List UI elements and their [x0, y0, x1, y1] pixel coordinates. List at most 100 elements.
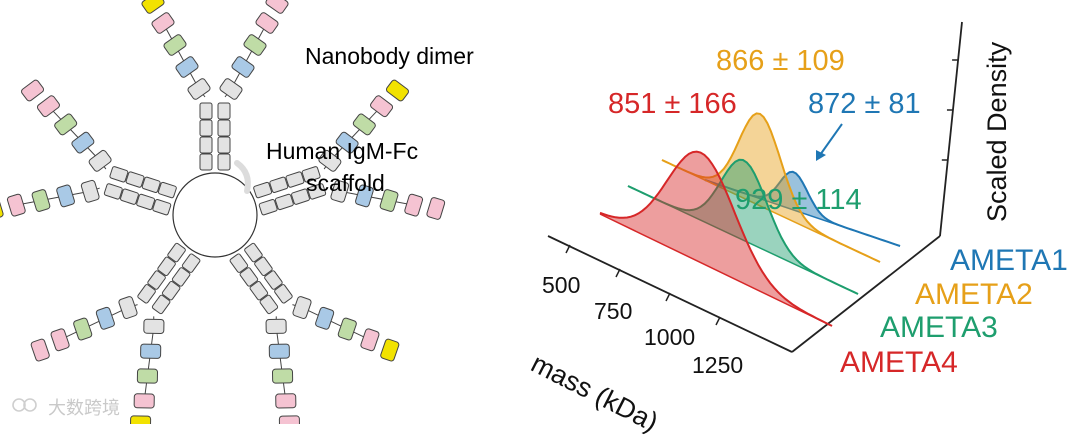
fc-domain — [181, 253, 201, 273]
scaffold-ring — [172, 172, 258, 258]
nanobody-domain — [370, 95, 394, 118]
nanobody-domain — [335, 131, 359, 154]
baseline — [599, 213, 833, 327]
x-tick — [565, 244, 571, 254]
hinge-domain — [219, 78, 243, 100]
nanobody-domain — [56, 184, 75, 208]
nanobody-tip — [30, 338, 50, 362]
fc-domain — [199, 102, 213, 120]
fc-domain — [167, 242, 186, 263]
nanobody-branch — [129, 316, 165, 424]
x-tick-1000: 1000 — [644, 324, 696, 350]
watermark-text: 大数跨境 — [48, 398, 120, 418]
fc-domain — [141, 176, 161, 193]
nanobody-domain — [133, 393, 155, 409]
arrow-shaft — [819, 123, 843, 156]
series-label-ameta2: AMETA2 — [915, 278, 1033, 311]
nanobody-domain — [50, 328, 70, 352]
fc-domain — [157, 256, 176, 277]
nanobody-domain — [71, 131, 95, 154]
depth-axis-line — [791, 235, 941, 353]
fc-domain — [136, 193, 156, 211]
fc-domain — [269, 176, 289, 193]
fc-domain — [171, 267, 191, 287]
fc-domain — [274, 193, 294, 211]
fc-domain — [217, 102, 231, 120]
nanobody-domain — [243, 34, 267, 56]
ameta1-arrow — [816, 123, 843, 161]
hinge-domain — [143, 318, 165, 334]
nanobody-domain — [379, 189, 399, 212]
series-label-ameta3: AMETA3 — [880, 311, 998, 344]
nanobody-domain — [271, 368, 294, 384]
hinge-domain — [118, 296, 138, 319]
nanobody-tip — [426, 197, 446, 220]
nanobody-tip — [265, 0, 289, 14]
x-tick-1250: 1250 — [692, 352, 744, 378]
nanobody-branch — [318, 79, 409, 172]
scaffold-arm — [30, 242, 201, 424]
nanobody-branch — [330, 179, 446, 220]
scaffold-arm — [253, 79, 446, 220]
fc-domain — [239, 267, 259, 287]
nanobody-domain — [151, 12, 175, 34]
nanobody-domain — [268, 343, 290, 359]
hinge-domain — [187, 78, 211, 100]
density-area — [628, 159, 858, 294]
fc-domain — [217, 136, 231, 154]
peak-label-ameta3: 929 ± 114 — [735, 184, 862, 216]
nanobody-domain — [404, 193, 424, 217]
fc-domain — [217, 119, 231, 137]
hinge-domain — [80, 179, 100, 203]
hinge-domain — [292, 296, 312, 319]
j-chain — [234, 160, 251, 194]
nanobody-domain — [36, 95, 60, 118]
nanobody-tip — [385, 79, 409, 102]
nanobody-domain — [54, 113, 78, 136]
fc-domain — [307, 183, 327, 200]
nanobody-domain — [73, 317, 93, 341]
hinge-domain — [265, 318, 287, 334]
fc-domain — [152, 199, 172, 216]
mass-density-chart — [547, 21, 963, 353]
fc-domain — [258, 199, 278, 216]
fc-domain — [157, 181, 177, 199]
density-area — [662, 113, 880, 263]
fc-domain — [229, 253, 249, 273]
fc-domain — [120, 188, 139, 205]
nanobody-domain — [255, 12, 279, 34]
nanobody-domain — [136, 368, 159, 384]
fc-domain — [217, 153, 231, 171]
nanobody-branch — [292, 296, 400, 362]
hinge-domain — [318, 149, 342, 172]
series-ameta2 — [661, 112, 881, 263]
nanobody-tip — [21, 79, 45, 102]
x-tick-750: 750 — [594, 298, 633, 324]
nanobody-branch — [219, 0, 289, 100]
series-label-ameta4: AMETA4 — [840, 346, 958, 379]
nanobody-tip — [278, 415, 301, 424]
arrow-head — [816, 150, 826, 161]
x-tick-500: 500 — [542, 272, 581, 298]
nanobody-branch — [141, 0, 211, 100]
y-axis-line — [939, 21, 963, 237]
series-ameta4 — [599, 150, 833, 327]
nanobody-domain — [337, 317, 357, 341]
baseline — [627, 185, 859, 295]
fit-curve — [599, 150, 833, 327]
fc-domain — [254, 256, 273, 277]
density-area — [705, 171, 900, 246]
fc-domain — [199, 119, 213, 137]
fc-domain — [199, 136, 213, 154]
nanobody-dimer-label: Nanobody dimer — [305, 43, 474, 69]
fc-domain — [125, 171, 145, 188]
fc-domain — [137, 284, 156, 304]
fc-domain — [244, 242, 263, 263]
scaffold-arm — [141, 0, 289, 171]
fc-domain — [103, 183, 123, 200]
chart-axes — [547, 21, 963, 353]
nanobody-domain — [275, 393, 297, 409]
hinge-domain — [330, 179, 350, 203]
nanobody-domain — [231, 56, 255, 78]
fc-domain — [147, 270, 166, 290]
